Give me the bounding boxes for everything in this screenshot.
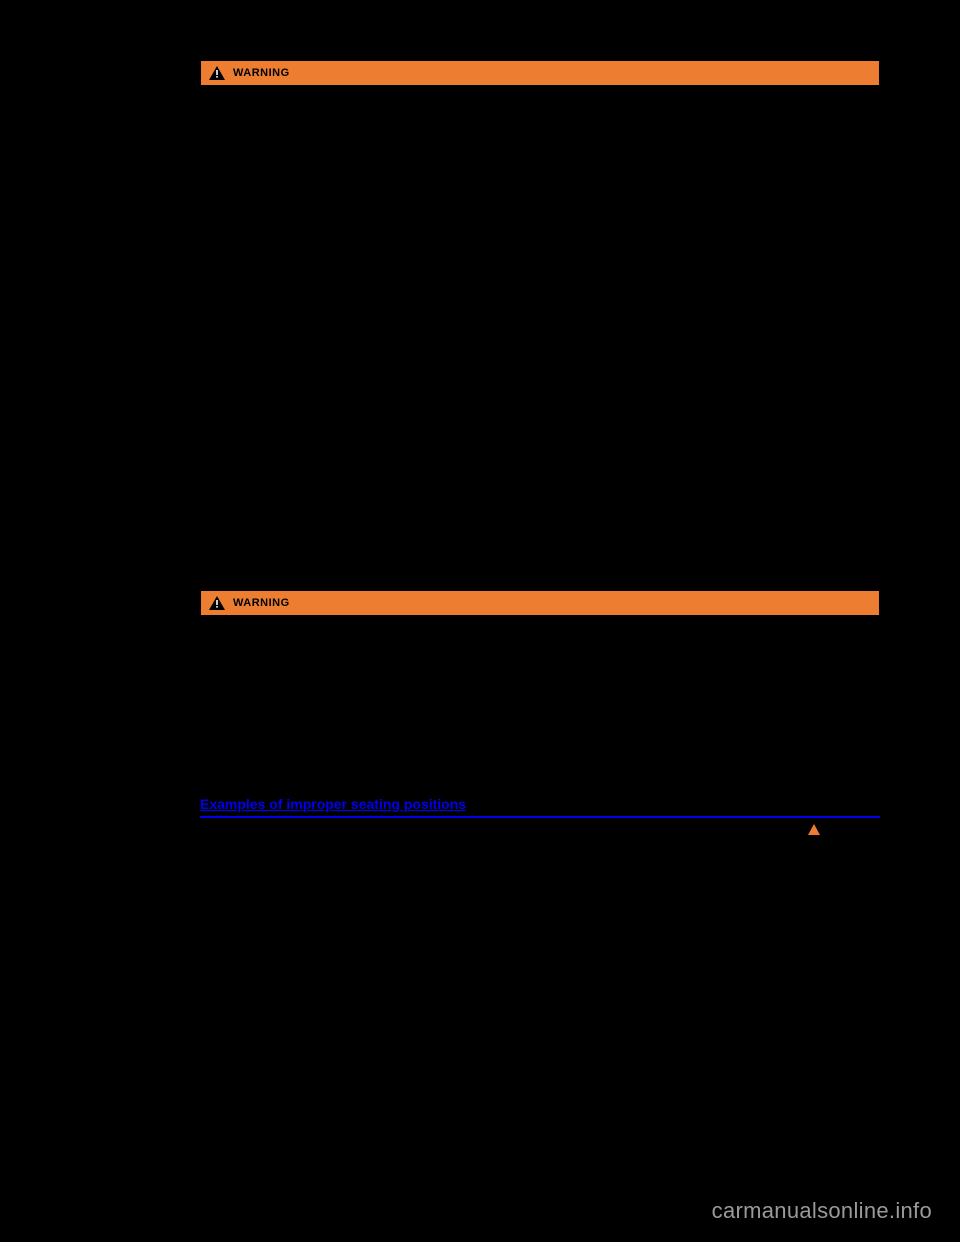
warning-bar-2: WARNING (200, 590, 880, 616)
manual-page: WARNING WARNING Examples of improper sea… (0, 0, 960, 1242)
warning-triangle-icon (209, 596, 225, 610)
watermark: carmanualsonline.info (712, 1198, 932, 1224)
warning-body-2 (200, 624, 880, 778)
warning-bar-1: WARNING (200, 60, 880, 86)
inline-warning-row (200, 824, 880, 835)
warning-label-1: WARNING (233, 67, 290, 79)
warning-body-1 (200, 94, 880, 590)
heading-rule (200, 816, 880, 818)
warning-label-2: WARNING (233, 597, 290, 609)
warning-triangle-icon (808, 824, 820, 835)
section-heading: Examples of improper seating positions (200, 796, 880, 814)
warning-triangle-icon (209, 66, 225, 80)
